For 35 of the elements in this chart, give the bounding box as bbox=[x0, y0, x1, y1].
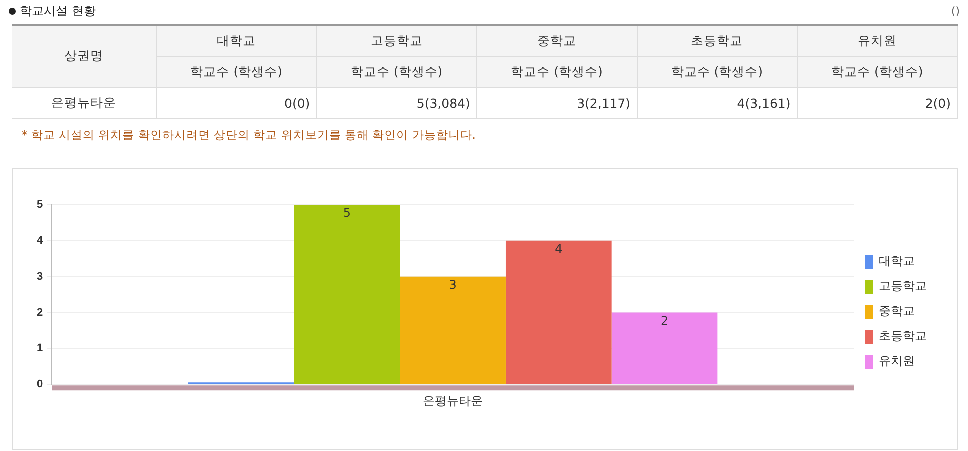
text: 학교수 (학생수) bbox=[350, 64, 443, 78]
data-label: 2 bbox=[660, 314, 669, 328]
text: 학교시설 현황 bbox=[20, 3, 96, 20]
text: 3(2,117) bbox=[577, 96, 631, 110]
text: 학교수 (학생수) bbox=[671, 64, 764, 78]
legend-label: 대학교 bbox=[879, 254, 915, 268]
legend-label: 초등학교 bbox=[879, 329, 927, 344]
text: 상권명 bbox=[12, 25, 156, 88]
text: 2(0) bbox=[925, 96, 951, 110]
text: 4(3,161) bbox=[737, 96, 791, 110]
y-tick-label: 0 bbox=[36, 378, 44, 391]
y-tick-label: 5 bbox=[36, 199, 44, 212]
data-label: 3 bbox=[449, 278, 457, 292]
text: 학교수 (학생수) bbox=[156, 56, 317, 88]
category-label: 중학교 bbox=[476, 25, 638, 56]
text: 5(3,084) bbox=[416, 96, 470, 110]
category-label: 고등학교 bbox=[316, 25, 477, 56]
text: 0(0) bbox=[284, 96, 310, 110]
legend-label: 중학교 bbox=[879, 304, 915, 318]
text: () bbox=[951, 5, 960, 18]
y-tick-label: 1 bbox=[36, 342, 44, 355]
y-tick-label: 3 bbox=[36, 270, 44, 283]
category-label: 초등학교 bbox=[637, 25, 798, 56]
y-tick-label: 4 bbox=[36, 234, 44, 247]
text: * 학교 시설의 위치를 확인하시려면 상단의 학교 위치보기를 통해 확인이 가능합니다. bbox=[22, 128, 476, 143]
y-tick-label: 2 bbox=[36, 306, 44, 319]
category-label: 유치원 bbox=[797, 25, 958, 56]
category-label: 대학교 bbox=[156, 25, 317, 56]
data-label: 5 bbox=[343, 206, 352, 220]
category-label: 은평뉴타운 bbox=[52, 94, 116, 110]
text: 학교수 (학생수) bbox=[511, 64, 603, 78]
legend-label: 유치원 bbox=[879, 354, 915, 368]
text: 학교수 (학생수) bbox=[832, 64, 924, 78]
legend-label: 고등학교 bbox=[879, 279, 927, 294]
data-label: 4 bbox=[555, 242, 563, 256]
